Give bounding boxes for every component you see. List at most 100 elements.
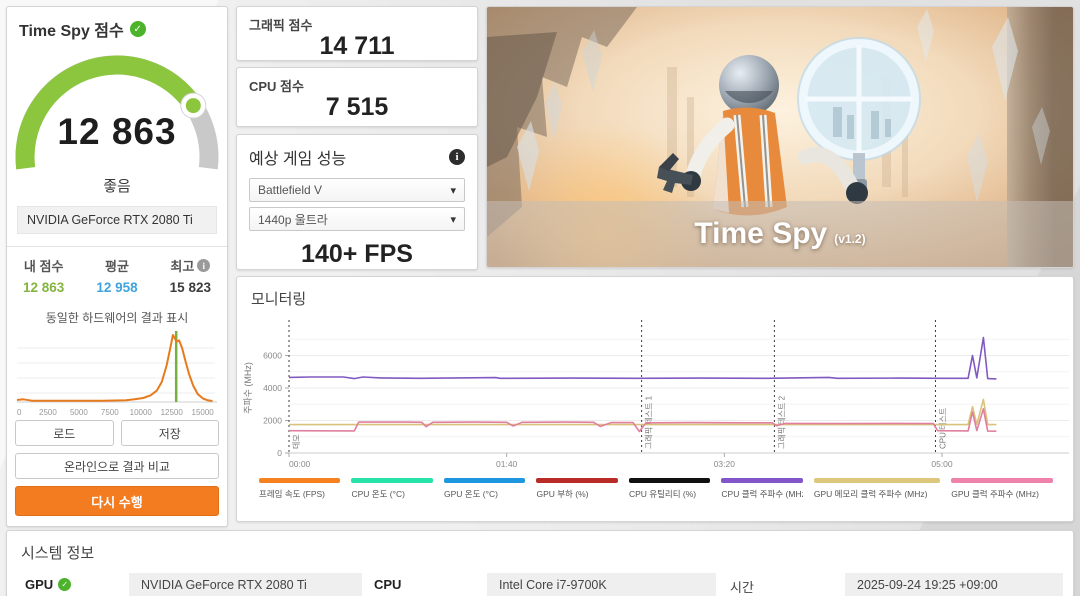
- estimated-game-performance-card: 예상 게임 성능 Battlefield V 1440p 울트라 140+ FP…: [236, 134, 478, 270]
- monitoring-title: 모니터링: [251, 291, 307, 308]
- svg-text:6000: 6000: [263, 351, 282, 361]
- preset-select-value: 1440p 울트라: [258, 212, 328, 227]
- legend-label: 프레임 속도 (FPS): [259, 489, 326, 499]
- legend-label: GPU 클럭 주파수 (MHz): [951, 489, 1039, 499]
- monitoring-chart: 0 2000 4000 6000 주파수 (MHz) 00:00 01:40 03:20 05:…: [237, 313, 1073, 476]
- score-histogram-chart: 0 2500 5000 7500 10000 12500 15000: [13, 328, 221, 420]
- cpu-value-box: Intel Core i7-9700K: [487, 573, 716, 596]
- legend-color-bar: [721, 478, 803, 483]
- legend-color-bar: [536, 478, 618, 483]
- hero-caption-band: Time Spy (v1.2): [487, 201, 1073, 267]
- svg-text:4000: 4000: [263, 383, 282, 393]
- legend-item: GPU 온도 (°C): [443, 478, 526, 500]
- my-score-value: 12 863: [23, 280, 65, 295]
- preset-select[interactable]: 1440p 울트라: [249, 207, 465, 231]
- legend-item: 프레임 속도 (FPS): [259, 478, 341, 500]
- svg-text:0: 0: [277, 448, 282, 458]
- legend-color-bar: [351, 478, 433, 483]
- histogram-title: 동일한 하드웨어의 결과 표시: [45, 311, 189, 325]
- legend-color-bar: [951, 478, 1054, 483]
- monitoring-legend: 프레임 속도 (FPS) CPU 온도 (°C) GPU 온도 (°C) GPU 부하…: [237, 476, 1073, 500]
- time-value-box: 2025-09-24 19:25 +09:00: [845, 573, 1063, 596]
- svg-text:15000: 15000: [192, 408, 215, 417]
- legend-label: CPU 유틸리티 (%): [628, 489, 697, 499]
- score-gauge: 12 863: [7, 45, 227, 171]
- save-button[interactable]: 저장: [120, 420, 219, 446]
- rerun-button[interactable]: 다시 수행: [15, 486, 219, 516]
- cpu-score-value: 7 515: [325, 93, 389, 121]
- estimated-fps-value: 140+ FPS: [301, 240, 413, 268]
- svg-text:5000: 5000: [70, 408, 88, 417]
- monitoring-panel: 모니터링 0 2000 4000 6000 주파수 (MHz) 00:00 01:40 03:…: [236, 276, 1074, 522]
- legend-color-bar: [259, 478, 341, 483]
- svg-text:데모: 데모: [292, 434, 301, 449]
- system-info-title: 시스템 정보: [21, 545, 95, 562]
- score-comparison-row: 내 점수 12 863 평균 12 958 최고 15 823: [7, 246, 227, 301]
- svg-text:0: 0: [17, 408, 22, 417]
- svg-text:그래픽 테스트 2: 그래픽 테스트 2: [776, 395, 786, 449]
- valid-check-icon: [129, 21, 146, 37]
- legend-color-bar: [628, 478, 711, 483]
- legend-item: CPU 클럭 주파수 (MHz): [721, 478, 803, 500]
- chevron-down-icon: [450, 212, 456, 226]
- timespy-hero-image: Time Spy (v1.2): [486, 6, 1074, 268]
- panel-header: Time Spy 점수: [7, 7, 227, 43]
- legend-item: GPU 클럭 주파수 (MHz): [951, 478, 1054, 500]
- legend-item: GPU 메모리 클럭 주파수 (MHz): [813, 478, 941, 500]
- cpu-score-label: CPU 점수: [249, 79, 304, 94]
- svg-text:10000: 10000: [130, 408, 153, 417]
- legend-label: CPU 온도 (°C): [351, 489, 405, 499]
- hero-title: Time Spy: [694, 217, 828, 250]
- svg-text:주파수 (MHz): 주파수 (MHz): [243, 362, 253, 414]
- best-score-col: 최고 15 823: [154, 247, 227, 301]
- svg-text:05:00: 05:00: [931, 459, 953, 469]
- cpu-score-card: CPU 점수 7 515: [236, 67, 478, 127]
- score-panel-title: Time Spy 점수: [19, 23, 124, 40]
- my-score-col: 내 점수 12 863: [7, 247, 80, 301]
- legend-item: CPU 유틸리티 (%): [628, 478, 711, 500]
- legend-label: GPU 메모리 클럭 주파수 (MHz): [813, 489, 928, 499]
- timespy-score-panel: Time Spy 점수 12 863 좋음 NVIDIA GeForce RTX…: [6, 6, 228, 527]
- gpu-name-box: NVIDIA GeForce RTX 2080 Ti: [17, 206, 217, 234]
- load-button[interactable]: 로드: [15, 420, 114, 446]
- svg-text:01:40: 01:40: [496, 459, 518, 469]
- gauge-arc: [15, 55, 219, 170]
- game-select-value: Battlefield V: [258, 183, 323, 197]
- svg-text:7500: 7500: [101, 408, 119, 417]
- legend-label: GPU 부하 (%): [536, 489, 589, 499]
- legend-color-bar: [443, 478, 526, 483]
- system-info-panel: 시스템 정보 GPU NVIDIA GeForce RTX 2080 Ti CP…: [6, 530, 1074, 596]
- score-rating: 좋음: [103, 178, 131, 195]
- compare-online-button[interactable]: 온라인으로 결과 비교: [15, 453, 219, 479]
- svg-text:12500: 12500: [161, 408, 184, 417]
- time-label: 시간: [730, 580, 754, 595]
- svg-text:03:20: 03:20: [714, 459, 736, 469]
- graphics-score-card: 그래픽 점수 14 711: [236, 6, 478, 61]
- main-score-value: 12 863: [57, 111, 177, 152]
- average-score-col: 평균 12 958: [80, 247, 153, 301]
- chevron-down-icon: [450, 183, 456, 197]
- legend-item: GPU 부하 (%): [536, 478, 618, 500]
- gpu-check-icon: [58, 578, 72, 591]
- gpu-value-box: NVIDIA GeForce RTX 2080 Ti: [129, 573, 362, 596]
- graphics-score-label: 그래픽 점수: [249, 18, 313, 33]
- svg-text:2500: 2500: [39, 408, 57, 417]
- legend-color-bar: [813, 478, 941, 483]
- best-score-info-icon[interactable]: [197, 259, 211, 272]
- svg-text:2000: 2000: [263, 416, 282, 426]
- graphics-score-value: 14 711: [319, 32, 395, 60]
- cpu-label: CPU: [374, 577, 402, 592]
- legend-item: CPU 온도 (°C): [351, 478, 433, 500]
- my-score-label: 내 점수: [23, 259, 64, 274]
- gpu-label: GPU: [25, 577, 72, 592]
- game-perf-title: 예상 게임 성능: [249, 151, 347, 168]
- legend-label: CPU 클럭 주파수 (MHz): [721, 489, 803, 499]
- best-score-value: 15 823: [169, 280, 211, 295]
- game-perf-info-icon[interactable]: [449, 149, 465, 165]
- svg-text:CPU 테스트: CPU 테스트: [938, 408, 947, 449]
- hero-version: (v1.2): [834, 232, 866, 246]
- average-score-value: 12 958: [96, 280, 138, 295]
- game-select[interactable]: Battlefield V: [249, 178, 465, 202]
- legend-label: GPU 온도 (°C): [443, 489, 498, 499]
- best-score-label: 최고: [154, 256, 227, 275]
